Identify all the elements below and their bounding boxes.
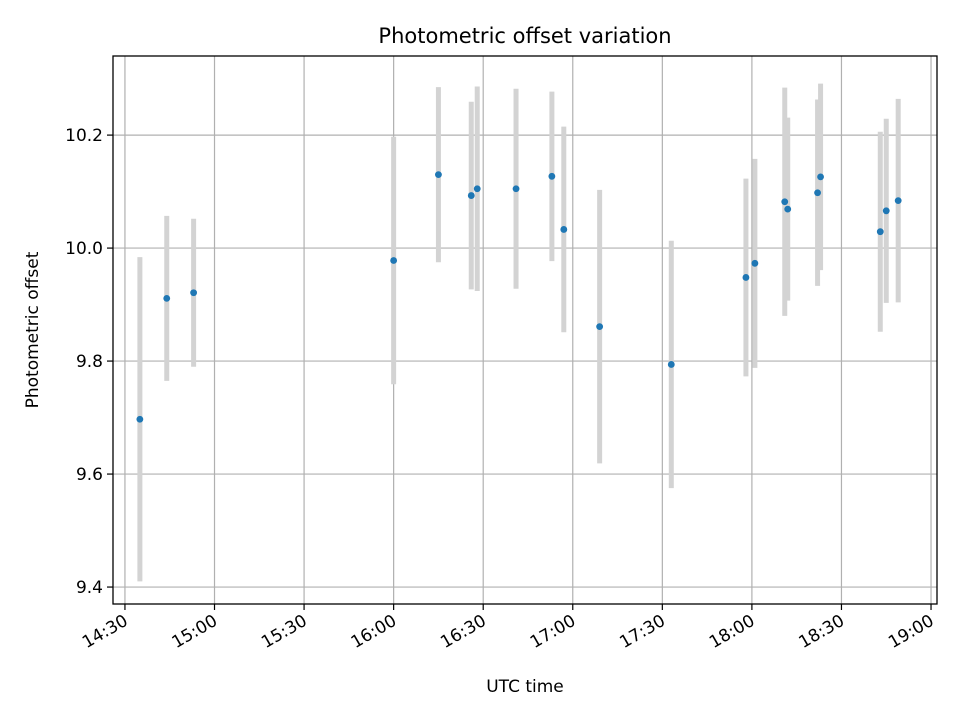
chart-title: Photometric offset variation bbox=[378, 24, 671, 48]
error-bars bbox=[137, 83, 901, 582]
data-point bbox=[876, 228, 884, 236]
x-tick-label: 14:30 bbox=[79, 611, 131, 653]
y-axis-label: Photometric offset bbox=[23, 251, 43, 408]
data-point bbox=[667, 361, 675, 368]
plot-frame bbox=[112, 55, 938, 605]
data-point bbox=[751, 259, 759, 267]
x-tick-label: 18:30 bbox=[796, 611, 848, 653]
data-point bbox=[435, 171, 442, 179]
data-point bbox=[190, 289, 198, 297]
x-tick-label: 18:00 bbox=[706, 611, 758, 653]
data-point bbox=[390, 257, 398, 264]
data-point bbox=[548, 172, 556, 180]
x-tick-label: 17:00 bbox=[527, 611, 579, 653]
data-point bbox=[781, 198, 789, 206]
data-point bbox=[742, 274, 750, 281]
x-tick-label: 16:30 bbox=[437, 611, 489, 653]
data-point bbox=[817, 173, 824, 181]
data-point bbox=[136, 415, 144, 423]
x-tick-label: 17:30 bbox=[616, 611, 668, 653]
data-points bbox=[136, 171, 902, 423]
x-tick-label: 15:30 bbox=[258, 611, 310, 653]
x-tick-label: 15:00 bbox=[169, 611, 221, 653]
data-point bbox=[894, 197, 902, 205]
y-tick-label: 10.0 bbox=[65, 239, 103, 259]
x-tick-label: 16:00 bbox=[348, 611, 400, 653]
data-point bbox=[596, 323, 604, 331]
data-point bbox=[467, 192, 475, 199]
x-tick-label: 19:00 bbox=[885, 611, 937, 653]
data-point bbox=[163, 294, 171, 302]
data-point bbox=[512, 185, 520, 193]
y-tick-label: 10.2 bbox=[65, 126, 103, 146]
y-tick-label: 9.8 bbox=[76, 352, 103, 372]
data-point bbox=[784, 205, 792, 213]
y-tick-label: 9.6 bbox=[76, 465, 103, 485]
data-point bbox=[882, 207, 890, 215]
data-point bbox=[473, 185, 481, 193]
y-axis-ticks: 9.4 9.6 9.8 10.0 10.2 bbox=[65, 126, 113, 598]
x-axis-label: UTC time bbox=[486, 677, 564, 697]
data-point bbox=[560, 226, 568, 233]
y-tick-label: 9.4 bbox=[76, 578, 103, 598]
x-axis-ticks: 14:30 15:00 15:30 16:00 16:30 17:00 17:30 18:00… bbox=[79, 604, 938, 653]
grid bbox=[113, 56, 937, 604]
data-point bbox=[814, 189, 821, 197]
